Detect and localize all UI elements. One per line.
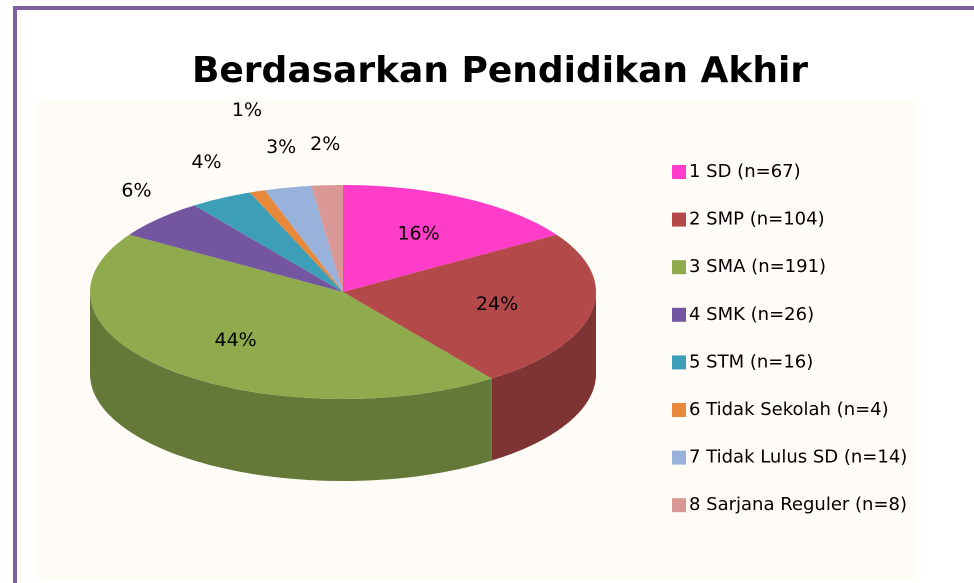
slice: [249, 190, 343, 292]
legend-swatch: [672, 212, 686, 227]
legend-swatch: [672, 307, 686, 322]
frame: [13, 6, 974, 583]
slice: [343, 234, 596, 379]
data-label: 24%: [476, 293, 518, 315]
data-label: 1%: [232, 99, 262, 121]
legend-swatch: [672, 498, 686, 513]
legend-label: 7 Tidak Lulus SD (n=14): [689, 447, 907, 468]
slice: [194, 192, 343, 292]
legend-swatch: [672, 450, 686, 465]
legend: 1 SD (n=67) 2 SMP (n=104) 3 SMA (n=191) 4 S…: [672, 161, 907, 515]
legend-label: 5 STM (n=16): [689, 351, 813, 372]
data-label: 6%: [121, 179, 151, 201]
legend-label: 3 SMA (n=191): [689, 256, 826, 277]
slice: [90, 234, 492, 399]
slice: [264, 185, 343, 292]
legend-swatch: [672, 260, 686, 275]
legend-label: 6 Tidak Sekolah (n=4): [689, 399, 889, 420]
legend-swatch: [672, 165, 686, 179]
data-label: 16%: [397, 222, 439, 244]
pie: 16% 24% 44% 6% 4% 1%3% 2%: [90, 99, 596, 481]
chart-title: Berdasarkan Pendidikan Akhir: [192, 50, 808, 91]
legend-label: 8 Sarjana Reguler (n=8): [689, 494, 907, 515]
slice-side: [90, 292, 492, 481]
slice: [343, 185, 557, 292]
data-label: 3%: [266, 136, 296, 158]
legend-swatch: [672, 355, 686, 370]
legend-label: 4 SMK (n=26): [689, 304, 814, 325]
data-label: 4%: [191, 151, 221, 173]
legend-label: 2 SMP (n=104): [689, 209, 825, 230]
slice: [129, 205, 343, 292]
data-label: 2%: [310, 133, 340, 155]
legend-swatch: [672, 403, 686, 417]
slice-side: [491, 292, 596, 461]
legend-label: 1 SD (n=67): [689, 161, 801, 182]
slice: [311, 185, 343, 292]
data-label: 44%: [215, 329, 257, 351]
